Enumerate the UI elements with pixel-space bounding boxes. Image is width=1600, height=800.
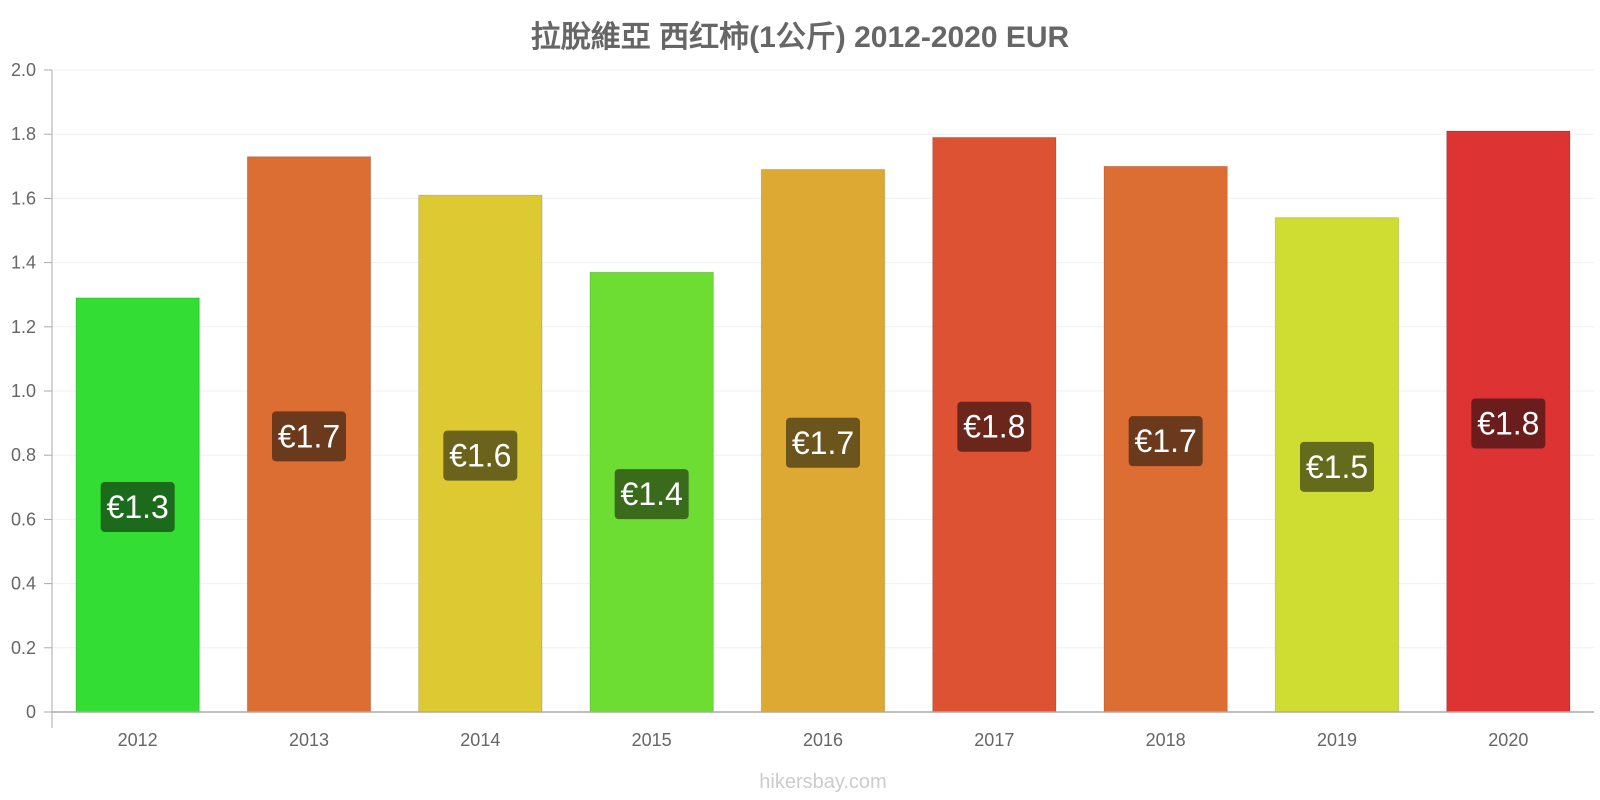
y-tick-label: 2.0 <box>11 60 36 80</box>
data-labels: €1.3 €1.7 €1.6 €1.4 €1.7 €1.8 €1.7 €1.5 €1.8 <box>100 398 1546 532</box>
x-tick-label: 2014 <box>460 730 500 750</box>
x-tick-label: 2018 <box>1146 730 1186 750</box>
data-label: €1.7 <box>1135 423 1197 459</box>
x-tick-label: 2013 <box>289 730 329 750</box>
x-tick-label: 2015 <box>632 730 672 750</box>
data-label: €1.6 <box>449 438 511 474</box>
x-tick-label: 2017 <box>974 730 1014 750</box>
data-label: €1.5 <box>1306 449 1368 485</box>
x-tick-label: 2012 <box>118 730 158 750</box>
y-tick-label: 0 <box>26 702 36 722</box>
data-label-box <box>272 411 346 462</box>
y-tick-label: 1.0 <box>11 381 36 401</box>
data-label: €1.3 <box>107 489 169 525</box>
data-label-box <box>443 430 518 481</box>
data-label: €1.7 <box>792 425 854 461</box>
y-tick-label: 0.6 <box>11 509 36 529</box>
data-label: €1.8 <box>963 409 1025 445</box>
x-tick-label: 2020 <box>1488 730 1528 750</box>
axes: 0 0.2 0.4 0.6 0.8 1.0 1.2 1.4 1.6 1.8 2.0 2012 2013 2… <box>11 60 1594 750</box>
y-tick-label: 1.8 <box>11 124 36 144</box>
source-credit: hikersbay.com <box>759 771 886 793</box>
x-tick-label: 2019 <box>1317 730 1357 750</box>
data-label: €1.7 <box>278 418 340 454</box>
y-tick-label: 0.8 <box>11 445 36 465</box>
data-label-box <box>614 469 689 520</box>
data-label-box <box>957 401 1032 452</box>
y-tick-label: 0.2 <box>11 638 36 658</box>
data-label-box <box>1300 441 1374 492</box>
data-label: €1.8 <box>1477 405 1539 441</box>
chart-title: 拉脫維亞 西红柿(1公斤) 2012-2020 EUR <box>531 20 1070 54</box>
y-tick-label: 1.2 <box>11 317 36 337</box>
y-tick-label: 1.4 <box>11 253 36 273</box>
data-label-box <box>1128 416 1203 467</box>
data-label-box <box>786 417 860 468</box>
data-label-box <box>100 481 175 532</box>
y-tick-label: 1.6 <box>11 188 36 208</box>
data-label-box <box>1471 398 1546 449</box>
y-tick-label: 0.4 <box>11 574 36 594</box>
data-label: €1.4 <box>621 476 683 512</box>
x-tick-label: 2016 <box>803 730 843 750</box>
